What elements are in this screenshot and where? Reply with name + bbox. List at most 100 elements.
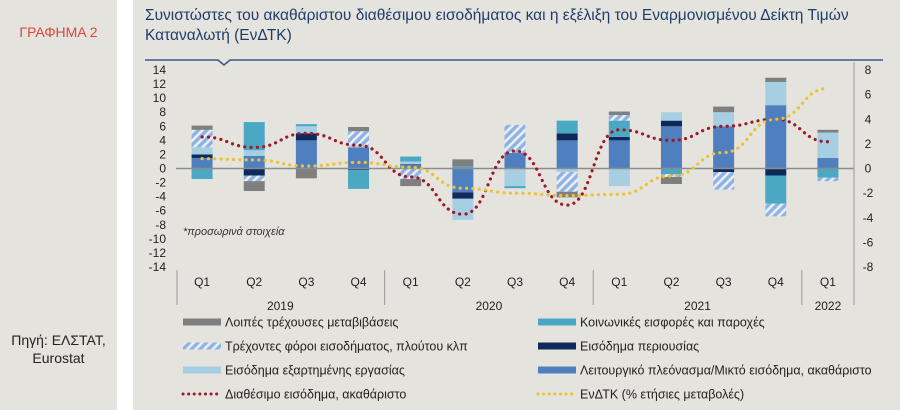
- y-right-tick-label: 6: [865, 88, 872, 102]
- bar-segment-soc: [295, 124, 317, 127]
- bar-segment-prop: [400, 164, 422, 165]
- x-group-label: 2020: [476, 299, 503, 313]
- bar-segment-oth: [400, 179, 422, 187]
- bar-segment-tax: [243, 175, 265, 182]
- bar-segment-soc: [660, 168, 682, 175]
- bar-segment-wage: [504, 168, 526, 187]
- bar-segment-soc: [765, 175, 787, 204]
- x-tick-label: Q4: [351, 275, 367, 289]
- bar-segment-tax: [713, 172, 735, 190]
- left-panel: ΓΡΑΦΗΜΑ 2 Πηγή: ΕΛΣΤΑΤ, Eurostat: [0, 0, 117, 410]
- bar-segment-ops: [243, 155, 265, 169]
- y-left-tick-label: -4: [155, 190, 166, 204]
- bar-segment-wage: [608, 168, 630, 187]
- x-tick-label: Q1: [403, 275, 419, 289]
- x-tick-label: Q4: [768, 275, 784, 289]
- bar-segment-soc: [348, 169, 370, 189]
- x-tick-label: Q2: [246, 275, 262, 289]
- bar-segment-soc: [608, 120, 630, 137]
- bar-segment-tax: [400, 168, 422, 180]
- y-left-tick-label: 12: [153, 77, 167, 91]
- legend-label-tax: Τρέχοντες φόροι εισοδήματος, πλούτου κλπ: [225, 340, 468, 354]
- lines-layer: [200, 86, 830, 216]
- x-tick-label: Q4: [559, 275, 575, 289]
- bar-segment-ops: [452, 168, 474, 193]
- bar-segment-wage: [243, 150, 265, 156]
- axes-layer: 14121086420-2-4-6-8-10-12-1486420-2-4-6-…: [149, 62, 874, 313]
- y-left-tick-label: -10: [149, 232, 167, 246]
- bar-segment-tax: [817, 177, 839, 182]
- bar-segment-wage: [765, 81, 787, 106]
- x-tick-label: Q3: [298, 275, 314, 289]
- x-tick-label: Q3: [716, 275, 732, 289]
- y-right-tick-label: 4: [865, 112, 872, 126]
- bar-segment-ops: [660, 126, 682, 169]
- legend-swatch-soc: [538, 318, 576, 326]
- legend-swatch-wage: [183, 366, 221, 374]
- bar-segment-soc: [817, 168, 839, 178]
- bar-segment-soc: [504, 186, 526, 189]
- bar-segment-wage: [817, 132, 839, 158]
- legend-swatch-tax: [183, 342, 221, 350]
- y-right-tick-label: 0: [865, 162, 872, 176]
- provisional-note: *προσωρινά στοιχεία: [183, 226, 285, 238]
- x-tick-label: Q2: [663, 275, 679, 289]
- y-left-tick-label: -2: [155, 176, 166, 190]
- legend-swatch-oth: [183, 318, 221, 326]
- y-left-tick-label: 0: [159, 162, 166, 176]
- bar-segment-soc: [243, 122, 265, 151]
- chart-title-line-2: Καταναλωτή (ΕνΔΤΚ): [145, 27, 292, 44]
- legend-label-oth: Λοιπές τρέχουσες μεταβιβάσεις: [225, 316, 398, 330]
- source-note: Πηγή: ΕΛΣΤΑΤ, Eurostat: [0, 331, 117, 367]
- legend: Λοιπές τρέχουσες μεταβιβάσεις Κοινωνικές …: [181, 316, 872, 402]
- bar-segment-oth: [713, 106, 735, 113]
- bar-segment-soc: [452, 166, 474, 169]
- legend-label-ops: Λειτουργικό πλεόνασμα/Μικτό εισόδημα, ακ…: [580, 364, 872, 378]
- legend-label-hicp: ΕνΔΤΚ (% ετήσιες μεταβολές): [580, 388, 744, 402]
- legend-label-gdi: Διαθέσιμο εισόδημα, ακαθάριστο: [225, 388, 406, 402]
- bar-segment-tax: [556, 172, 578, 192]
- legend-swatch-prop: [538, 342, 576, 350]
- bars-layer: [191, 77, 839, 220]
- y-left-tick-label: 14: [153, 63, 167, 77]
- bar-segment-oth: [295, 168, 317, 179]
- x-group-label: 2019: [267, 299, 294, 313]
- legend-label-prop: Εισόδημα περιουσίας: [580, 340, 699, 354]
- y-left-tick-label: -6: [155, 204, 166, 218]
- x-tick-label: Q1: [194, 275, 210, 289]
- x-tick-label: Q1: [611, 275, 627, 289]
- y-left-tick-label: -14: [149, 260, 167, 274]
- bar-segment-wage: [295, 126, 317, 134]
- bar-segment-prop: [765, 168, 787, 176]
- legend-label-wage: Εισόδημα εξαρτημένης εργασίας: [225, 364, 405, 378]
- y-right-tick-label: -2: [863, 186, 874, 200]
- source-line-1: Πηγή: ΕΛΣΤΑΤ,: [11, 332, 106, 348]
- bar-segment-ops: [556, 140, 578, 169]
- bar-segment-prop: [556, 133, 578, 141]
- bar-segment-soc: [556, 120, 578, 134]
- bar-segment-ops: [713, 126, 735, 169]
- bar-segment-ops: [400, 164, 422, 169]
- bar-segment-oth: [608, 111, 630, 116]
- y-left-tick-label: -12: [149, 246, 167, 260]
- legend-swatch-ops: [538, 366, 576, 374]
- legend-label-soc: Κοινωνικές εισφορές και παροχές: [580, 316, 765, 330]
- y-right-tick-label: 2: [865, 137, 872, 151]
- y-right-tick-label: -4: [863, 211, 874, 225]
- bar-segment-wage: [713, 112, 735, 127]
- bar-segment-wage: [660, 112, 682, 121]
- bar-segment-ops: [817, 157, 839, 169]
- bar-segment-ops: [295, 140, 317, 169]
- bar-segment-oth: [817, 129, 839, 133]
- bar-segment-prop: [452, 192, 474, 199]
- y-right-tick-label: -6: [863, 235, 874, 249]
- bar-segment-oth: [243, 181, 265, 192]
- x-group-label: 2021: [684, 299, 711, 313]
- chart-title: Συνιστώστες του ακαθάριστου διαθέσιμου ε…: [145, 6, 885, 46]
- bar-segment-ops: [765, 105, 787, 169]
- x-tick-label: Q3: [507, 275, 523, 289]
- bar-segment-prop: [295, 133, 317, 141]
- figure-label: ΓΡΑΦΗΜΑ 2: [19, 24, 98, 40]
- bar-segment-ops: [504, 153, 526, 169]
